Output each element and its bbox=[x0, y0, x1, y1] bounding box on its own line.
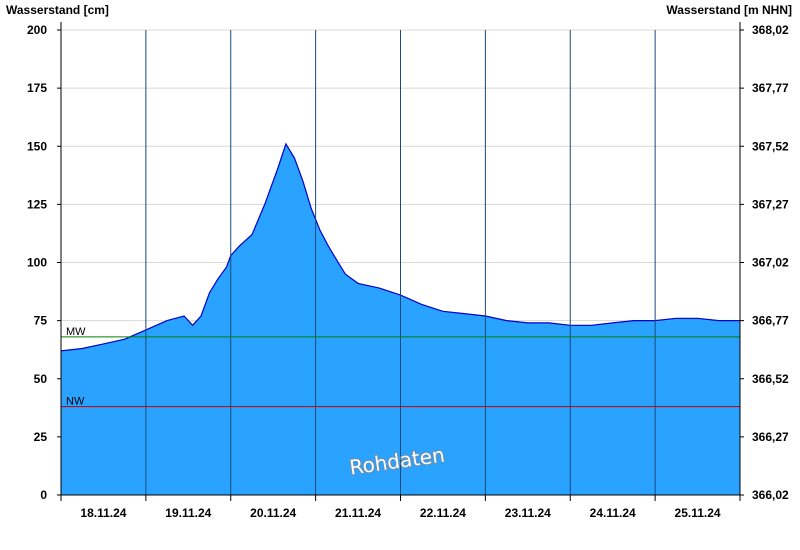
right-y-axis-ticks: 366,02 366,27 366,52 366,77 367,02 367,27 367,… bbox=[740, 23, 789, 502]
right-tick-label: 367,52 bbox=[752, 139, 789, 153]
right-tick-label: 367,27 bbox=[752, 197, 789, 211]
left-tick-label: 0 bbox=[40, 488, 47, 502]
x-tick-label: 20.11.24 bbox=[250, 506, 296, 520]
right-axis-title: Wasserstand [m NHN] bbox=[666, 3, 792, 17]
day-separator-lines bbox=[145, 30, 656, 495]
right-tick-label: 368,02 bbox=[752, 23, 789, 37]
x-axis-ticks: 18.11.24 19.11.24 20.11.24 21.11.24 22.11.24… bbox=[60, 495, 741, 520]
right-tick-label: 367,02 bbox=[752, 256, 789, 270]
left-tick-label: 175 bbox=[27, 81, 47, 95]
right-tick-label: 366,52 bbox=[752, 372, 789, 386]
left-tick-label: 150 bbox=[27, 139, 47, 153]
ref-label-nw: NW bbox=[66, 396, 85, 408]
x-tick-label: 21.11.24 bbox=[335, 506, 381, 520]
left-tick-label: 200 bbox=[27, 23, 47, 37]
left-tick-label: 125 bbox=[27, 197, 47, 211]
left-axis-title: Wasserstand [cm] bbox=[6, 3, 109, 17]
left-tick-label: 25 bbox=[34, 430, 48, 444]
x-tick-label: 23.11.24 bbox=[505, 506, 551, 520]
water-level-line bbox=[60, 142, 740, 352]
x-tick-label: 22.11.24 bbox=[420, 506, 466, 520]
right-tick-label: 366,27 bbox=[752, 430, 789, 444]
left-tick-label: 50 bbox=[34, 372, 48, 386]
right-tick-label: 366,02 bbox=[752, 488, 789, 502]
right-tick-label: 367,77 bbox=[752, 81, 789, 95]
x-tick-label: 19.11.24 bbox=[165, 506, 211, 520]
ref-label-mw: MW bbox=[66, 326, 86, 338]
x-tick-label: 18.11.24 bbox=[80, 506, 126, 520]
left-tick-label: 100 bbox=[27, 256, 47, 270]
x-tick-label: 25.11.24 bbox=[675, 506, 721, 520]
x-tick-label: 24.11.24 bbox=[590, 506, 636, 520]
right-tick-label: 366,77 bbox=[752, 314, 789, 328]
left-tick-label: 75 bbox=[34, 314, 48, 328]
left-y-axis-ticks: 0 25 50 75 100 125 150 175 200 bbox=[27, 23, 61, 502]
reference-lines: MW NW bbox=[61, 326, 740, 408]
